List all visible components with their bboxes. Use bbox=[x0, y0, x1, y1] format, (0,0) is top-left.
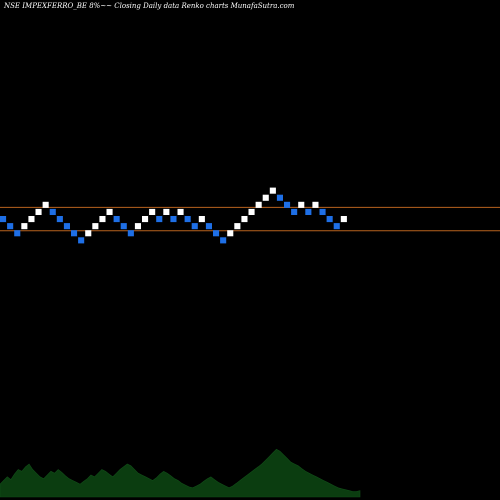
renko-brick-down bbox=[284, 201, 291, 208]
renko-brick-up bbox=[241, 216, 248, 223]
renko-brick-down bbox=[49, 208, 56, 215]
renko-brick-up bbox=[234, 223, 241, 230]
renko-brick-up bbox=[106, 208, 113, 215]
renko-brick-down bbox=[14, 230, 21, 237]
renko-brick-up bbox=[149, 208, 156, 215]
renko-brick-down bbox=[127, 230, 134, 237]
renko-brick-up bbox=[134, 223, 141, 230]
renko-brick-down bbox=[305, 208, 312, 215]
renko-brick-up bbox=[255, 201, 262, 208]
renko-brick-down bbox=[156, 216, 163, 223]
renko-brick-down bbox=[120, 223, 127, 230]
chart-title: NSE IMPEXFERRO_BE 8%~~ Closing Daily dat… bbox=[4, 2, 295, 10]
renko-brick-down bbox=[333, 223, 340, 230]
renko-brick-down bbox=[191, 223, 198, 230]
renko-brick-up bbox=[227, 230, 234, 237]
renko-brick-up bbox=[198, 216, 205, 223]
renko-brick-down bbox=[184, 216, 191, 223]
volume-area-path bbox=[0, 448, 361, 498]
renko-brick-down bbox=[63, 223, 70, 230]
renko-brick-up bbox=[298, 201, 305, 208]
renko-brick-up bbox=[85, 230, 92, 237]
renko-brick-up bbox=[163, 208, 170, 215]
renko-brick-up bbox=[269, 187, 276, 194]
renko-brick-down bbox=[71, 230, 78, 237]
renko-brick-up bbox=[99, 216, 106, 223]
renko-brick-up bbox=[262, 194, 269, 201]
renko-brick-down bbox=[113, 216, 120, 223]
renko-brick-up bbox=[28, 216, 35, 223]
renko-brick-down bbox=[276, 194, 283, 201]
renko-brick-down bbox=[7, 223, 14, 230]
renko-brick-up bbox=[248, 208, 255, 215]
renko-brick-up bbox=[312, 201, 319, 208]
reference-lines bbox=[0, 206, 500, 232]
renko-brick-down bbox=[78, 237, 85, 244]
renko-brick-up bbox=[92, 223, 99, 230]
renko-brick-down bbox=[170, 216, 177, 223]
renko-brick-down bbox=[0, 216, 7, 223]
renko-bricks bbox=[0, 187, 347, 244]
renko-brick-down bbox=[291, 208, 298, 215]
renko-brick-up bbox=[142, 216, 149, 223]
renko-brick-up bbox=[340, 216, 347, 223]
renko-brick-up bbox=[42, 201, 49, 208]
renko-brick-down bbox=[326, 216, 333, 223]
renko-brick-down bbox=[205, 223, 212, 230]
renko-brick-up bbox=[177, 208, 184, 215]
renko-brick-down bbox=[213, 230, 220, 237]
volume-area bbox=[0, 448, 361, 498]
renko-brick-up bbox=[35, 208, 42, 215]
renko-brick-down bbox=[220, 237, 227, 244]
renko-brick-down bbox=[319, 208, 326, 215]
renko-brick-up bbox=[21, 223, 28, 230]
renko-brick-down bbox=[56, 216, 63, 223]
